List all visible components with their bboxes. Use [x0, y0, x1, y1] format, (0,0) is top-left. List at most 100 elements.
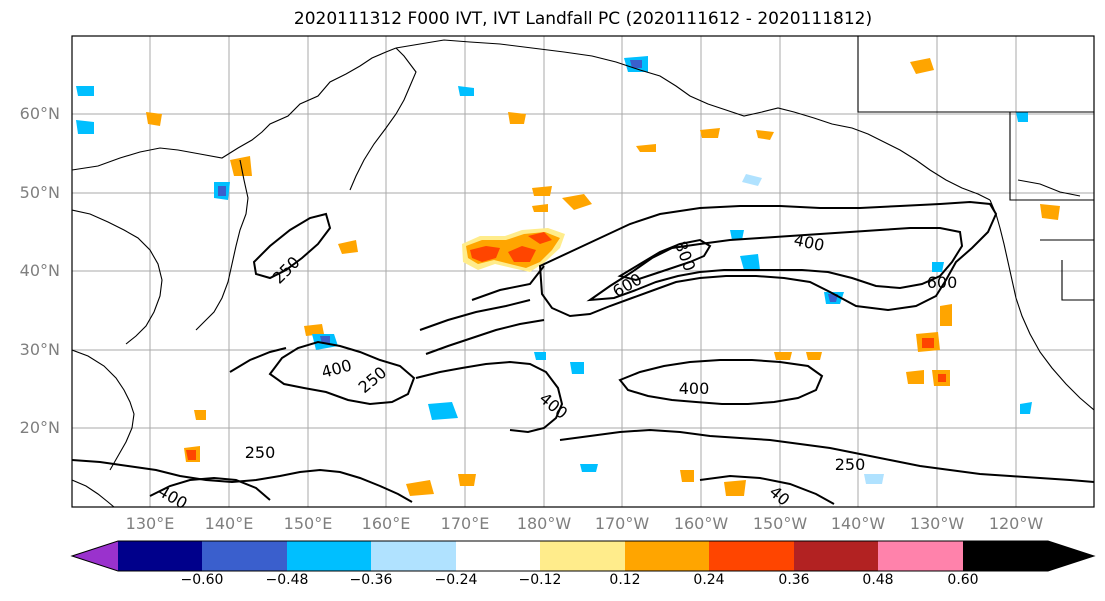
coastlines: [72, 36, 1094, 507]
fill-patch-strong: [938, 374, 946, 382]
coastline-japan-kuril: [195, 159, 249, 331]
contour-800: [617, 238, 712, 282]
colorbar-segment: [625, 541, 709, 571]
lon-label: 170°E: [440, 514, 490, 533]
fill-patch-negative: [428, 402, 458, 420]
coastline-china: [72, 349, 135, 471]
fill-patch-positive: [146, 112, 162, 126]
plot-frame: [71, 35, 1095, 508]
fill-patch-negative: [458, 86, 474, 96]
fill-patch-positive: [940, 304, 952, 326]
contour-400-southwest: [149, 476, 271, 501]
fill-patch-positive: [304, 324, 324, 336]
colorbar-segment: [878, 541, 963, 571]
fill-patch-negative: [1016, 112, 1028, 122]
fill-patch-negative: [534, 352, 546, 360]
lon-label: 130°W: [909, 514, 965, 533]
contour-250-japan: [252, 212, 332, 280]
colorbar: [70, 540, 1096, 572]
colorbar-tick-label: −0.48: [265, 572, 309, 588]
contour-label: 250: [245, 443, 276, 462]
fill-patch-negative: [740, 254, 760, 270]
ivt-pc-fills: [76, 56, 1060, 496]
colorbar-segment: [202, 541, 287, 571]
contour-600: [586, 227, 964, 302]
lon-label: 140°E: [204, 514, 254, 533]
coastline-north-america: [989, 199, 1094, 411]
colorbar-segment: [371, 541, 456, 571]
fill-patch-positive: [910, 58, 934, 74]
contour-250-southwest: [72, 459, 413, 503]
lon-label: 170°W: [594, 514, 650, 533]
fill-patch-negative: [932, 262, 944, 272]
lon-label: 150°W: [752, 514, 808, 533]
fill-patch-positive: [806, 352, 822, 360]
colorbar-segment: [118, 541, 202, 571]
contour-400-southeast: [699, 474, 835, 505]
border-alaska-canada: [857, 36, 1094, 113]
coastline-philippines: [72, 479, 115, 507]
colorbar-tick-label: 0.60: [947, 572, 979, 588]
lon-label: 140°W: [830, 514, 886, 533]
coastline-bering-alaska: [395, 39, 991, 201]
fill-patch-mid-negative: [218, 186, 226, 196]
fill-patch-mid-negative: [630, 60, 642, 68]
contour-400-main: [538, 200, 998, 318]
lon-label: 160°E: [361, 514, 411, 533]
fill-patch-negative: [742, 174, 762, 186]
colorbar-outline: [70, 540, 1096, 572]
colorbar-tick-label: −0.36: [349, 572, 393, 588]
fill-patch-negative: [864, 474, 884, 484]
ivt-contours: [72, 200, 1094, 505]
coastline-korea: [72, 209, 163, 345]
contour-400-east: [618, 359, 824, 405]
colorbar-segment: [709, 541, 794, 571]
contour-250-west: [229, 347, 564, 434]
colorbar-segment: [540, 541, 625, 571]
contour-250-south: [559, 428, 1094, 483]
fill-patch-positive: [680, 470, 694, 482]
fill-patch-positive: [562, 194, 592, 210]
fill-patch-strong: [508, 246, 536, 262]
lon-label: 160°W: [673, 514, 729, 533]
colorbar-tick-label: −0.60: [180, 572, 224, 588]
fill-patch-positive: [406, 480, 434, 496]
contour-250-central: [425, 265, 545, 355]
fill-patch-positive: [774, 352, 792, 360]
gridlines: [72, 36, 1094, 507]
fill-patch-positive: [1040, 204, 1060, 220]
fill-patch-positive: [508, 112, 526, 124]
fill-patch-strong: [922, 338, 934, 348]
contour-250-link: [419, 299, 531, 331]
colorbar-extend-low: [72, 541, 118, 571]
border-provinces: [1017, 179, 1081, 197]
fill-patch-positive: [458, 474, 476, 486]
fill-patch-positive: [636, 144, 656, 152]
colorbar-tick-label: 0.48: [862, 572, 894, 588]
lat-label: 40°N: [19, 261, 60, 280]
lat-label: 30°N: [19, 340, 60, 359]
lat-label: 20°N: [19, 418, 60, 437]
fill-patch-negative: [730, 230, 744, 240]
contour-label: 600: [927, 273, 958, 292]
colorbar-segment: [456, 541, 540, 571]
contour-label: 400: [679, 379, 710, 398]
fill-patch-positive: [700, 128, 720, 138]
lat-label: 60°N: [19, 104, 60, 123]
fill-patch-positive: [338, 240, 358, 254]
fill-patch-positive: [756, 130, 774, 140]
fill-patch-positive: [724, 480, 746, 496]
colorbar-tick-label: −0.24: [434, 572, 478, 588]
fill-patch-positive: [194, 410, 206, 420]
contour-400-west: [268, 340, 416, 406]
lon-label: 180°W: [516, 514, 572, 533]
fill-patch-negative: [76, 120, 94, 134]
fill-patch-strong: [470, 246, 500, 262]
colorbar-tick-label: 0.36: [778, 572, 810, 588]
colorbar-extend-high: [963, 541, 1094, 571]
fill-patch-positive: [906, 370, 924, 384]
fill-patch-strong: [528, 232, 552, 244]
lon-label: 120°W: [988, 514, 1044, 533]
fill-patch-positive: [532, 204, 548, 212]
